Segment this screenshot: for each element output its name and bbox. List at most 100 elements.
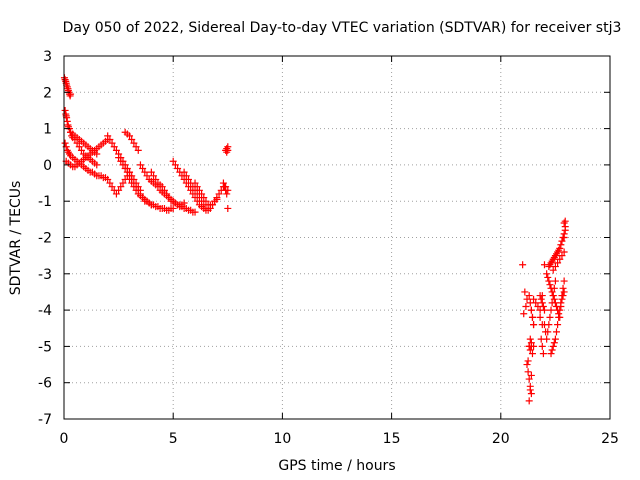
x-axis-label: GPS time / hours xyxy=(278,458,395,474)
data-point xyxy=(117,183,125,191)
data-point xyxy=(525,375,533,383)
data-point xyxy=(63,83,71,91)
data-point xyxy=(520,310,528,318)
data-point xyxy=(112,190,120,198)
data-point xyxy=(115,154,123,162)
data-point xyxy=(550,295,558,303)
data-point xyxy=(219,179,227,187)
y-tick-label: -1 xyxy=(38,194,52,210)
data-point xyxy=(165,194,173,202)
data-point xyxy=(134,146,142,154)
data-point xyxy=(132,143,140,151)
y-tick-label: -7 xyxy=(38,412,52,428)
data-point xyxy=(560,288,568,296)
data-point xyxy=(546,281,554,289)
data-point xyxy=(523,295,531,303)
data-point xyxy=(522,302,530,310)
data-point xyxy=(195,186,203,194)
data-point xyxy=(551,335,559,343)
data-point xyxy=(554,259,562,267)
data-point xyxy=(527,390,535,398)
data-point xyxy=(530,321,538,329)
data-point xyxy=(537,295,545,303)
data-point xyxy=(104,175,112,183)
x-tick-label: 0 xyxy=(60,431,69,447)
x-tick-label: 15 xyxy=(383,431,401,447)
data-point xyxy=(126,175,134,183)
data-point xyxy=(215,190,223,198)
data-point xyxy=(540,306,548,314)
data-point xyxy=(169,157,177,165)
data-point xyxy=(223,190,231,198)
data-point xyxy=(556,244,564,252)
data-point xyxy=(539,350,547,358)
y-tick-label: -6 xyxy=(38,376,52,392)
x-tick-label: 25 xyxy=(601,431,619,447)
data-point xyxy=(163,190,171,198)
data-point xyxy=(132,186,140,194)
data-point xyxy=(558,292,566,300)
data-point xyxy=(191,208,199,216)
data-point xyxy=(224,204,232,212)
data-point xyxy=(525,292,533,300)
data-point xyxy=(551,277,559,285)
data-point xyxy=(115,186,123,194)
data-point xyxy=(61,106,69,114)
y-tick-label: -4 xyxy=(38,303,52,319)
data-point xyxy=(560,248,568,256)
data-point xyxy=(147,168,155,176)
data-point xyxy=(546,313,554,321)
data-point xyxy=(160,186,168,194)
data-point xyxy=(158,183,166,191)
data-point xyxy=(561,223,569,231)
data-point xyxy=(558,237,566,245)
data-point xyxy=(202,197,210,205)
data-point xyxy=(75,143,83,151)
data-point xyxy=(545,277,553,285)
data-point xyxy=(547,306,555,314)
data-point xyxy=(180,168,188,176)
data-point xyxy=(538,342,546,350)
y-tick-label: -3 xyxy=(38,267,52,283)
x-tick-label: 5 xyxy=(169,431,178,447)
data-point xyxy=(169,204,177,212)
data-point xyxy=(560,219,568,227)
data-point xyxy=(526,346,534,354)
data-point xyxy=(547,350,555,358)
data-point xyxy=(532,299,540,307)
data-point xyxy=(536,313,544,321)
data-point xyxy=(544,273,552,281)
data-point xyxy=(63,117,71,125)
data-point xyxy=(112,146,120,154)
data-points xyxy=(60,74,569,405)
y-tick-label: 1 xyxy=(43,122,52,138)
data-point xyxy=(119,161,127,169)
data-point xyxy=(67,90,75,98)
data-point xyxy=(560,277,568,285)
y-tick-label: 2 xyxy=(43,85,52,101)
data-point xyxy=(526,386,534,394)
data-point xyxy=(527,371,535,379)
data-point xyxy=(211,197,219,205)
data-point xyxy=(106,135,114,143)
data-point xyxy=(521,288,529,296)
data-point xyxy=(61,139,69,147)
data-point xyxy=(549,342,557,350)
data-point xyxy=(152,175,160,183)
data-point xyxy=(77,146,85,154)
data-point xyxy=(528,313,536,321)
data-point xyxy=(539,302,547,310)
data-point xyxy=(108,183,116,191)
data-point xyxy=(548,288,556,296)
data-point xyxy=(213,194,221,202)
x-tick-label: 20 xyxy=(492,431,510,447)
data-point xyxy=(61,76,69,84)
data-point xyxy=(559,284,567,292)
data-point xyxy=(223,148,231,156)
data-point xyxy=(549,266,557,274)
data-point xyxy=(150,172,158,180)
data-point xyxy=(200,194,208,202)
data-point xyxy=(221,183,229,191)
